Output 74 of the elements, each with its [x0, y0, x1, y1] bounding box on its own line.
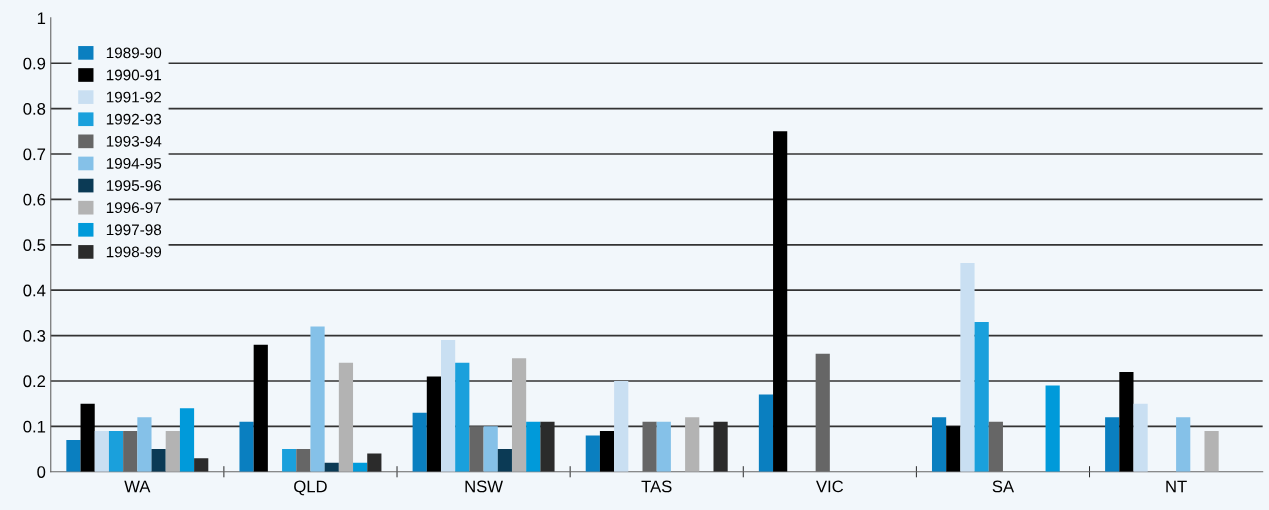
bar	[455, 362, 470, 472]
legend-label: 1996-97	[106, 202, 162, 214]
bar	[338, 362, 354, 472]
y-tick-label: 0.3	[23, 329, 46, 342]
legend-label: 1991-92	[106, 91, 162, 103]
bar	[1133, 403, 1148, 472]
bar	[80, 403, 95, 472]
bar	[1176, 417, 1191, 472]
bar	[815, 353, 830, 472]
bar	[296, 449, 311, 472]
bar	[179, 408, 195, 472]
bar	[1204, 430, 1219, 472]
y-tick-label: 0.9	[23, 57, 46, 70]
bar	[526, 421, 541, 472]
bar	[599, 430, 615, 472]
bar	[66, 439, 81, 472]
legend-label: 1989-90	[106, 47, 162, 59]
bar	[367, 453, 382, 472]
bar	[108, 430, 124, 472]
bar	[960, 262, 975, 472]
bar	[412, 412, 427, 472]
y-tick-label: 0.7	[23, 148, 46, 161]
x-tick-label: NT	[1166, 480, 1187, 493]
y-tick-label: 0.6	[23, 193, 46, 206]
bar	[656, 421, 671, 472]
bar	[426, 376, 441, 472]
x-tick-label: TAS	[641, 480, 672, 493]
bar	[310, 326, 325, 472]
bar	[137, 417, 152, 472]
bar	[151, 449, 166, 472]
legend-label: 1993-94	[106, 135, 162, 147]
bar	[974, 321, 989, 472]
bar	[483, 426, 498, 472]
x-tick-label: SA	[992, 480, 1015, 493]
legend-label: 1990-91	[106, 69, 162, 81]
y-tick-label: 1	[37, 12, 46, 24]
bar	[123, 430, 138, 472]
bar	[1105, 417, 1120, 472]
bar	[511, 358, 527, 472]
bar	[642, 421, 657, 472]
bar	[1119, 371, 1134, 472]
bar	[469, 426, 484, 472]
y-tick-label: 0.1	[23, 420, 46, 433]
bar	[988, 421, 1003, 472]
bar	[440, 340, 456, 472]
bar	[758, 394, 774, 472]
bar	[946, 426, 961, 472]
bar	[282, 449, 297, 472]
x-tick-label: VIC	[816, 480, 844, 493]
bar	[1045, 385, 1060, 472]
legend-label: 1998-99	[106, 246, 162, 258]
bar	[94, 430, 109, 472]
bar	[614, 380, 629, 472]
bar	[253, 344, 268, 472]
legend-label: 1994-95	[106, 158, 162, 169]
x-tick-label: NSW	[465, 480, 503, 493]
x-tick-label: WA	[124, 480, 151, 493]
y-tick-label: 0.2	[23, 375, 46, 388]
bar	[931, 417, 947, 472]
x-tick-label: QLD	[294, 480, 327, 496]
bar	[497, 449, 512, 472]
bar	[165, 430, 180, 472]
legend-label: 1992-93	[106, 113, 162, 125]
bar	[685, 417, 700, 472]
bar	[194, 458, 209, 472]
bar	[239, 421, 254, 472]
legend-label: 1997-98	[106, 224, 162, 236]
y-tick-label: 0	[37, 466, 46, 478]
y-tick-label: 0.4	[23, 284, 46, 297]
legend-label: 1995-96	[106, 180, 162, 191]
y-tick-label: 0.8	[23, 103, 46, 115]
bar	[773, 131, 788, 472]
y-tick-label: 0.5	[23, 239, 46, 251]
bar	[585, 435, 600, 472]
